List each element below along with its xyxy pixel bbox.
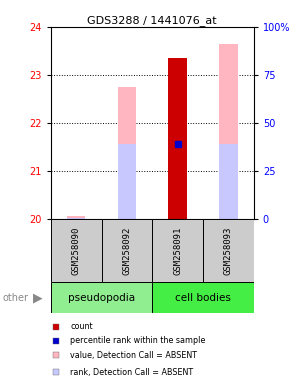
Text: pseudopodia: pseudopodia bbox=[68, 293, 135, 303]
Bar bbox=[51, 219, 102, 282]
Bar bbox=[219, 44, 238, 219]
Bar bbox=[203, 219, 254, 282]
Bar bbox=[152, 282, 254, 313]
Text: other: other bbox=[3, 293, 29, 303]
Text: GSM258092: GSM258092 bbox=[122, 227, 131, 275]
Text: count: count bbox=[70, 322, 93, 331]
Bar bbox=[102, 219, 152, 282]
Text: rank, Detection Call = ABSENT: rank, Detection Call = ABSENT bbox=[70, 368, 194, 377]
Text: value, Detection Call = ABSENT: value, Detection Call = ABSENT bbox=[70, 351, 197, 360]
Bar bbox=[67, 217, 85, 219]
Title: GDS3288 / 1441076_at: GDS3288 / 1441076_at bbox=[88, 15, 217, 26]
Bar bbox=[67, 218, 85, 219]
Bar bbox=[219, 144, 238, 219]
Text: percentile rank within the sample: percentile rank within the sample bbox=[70, 336, 206, 346]
Bar bbox=[152, 219, 203, 282]
Text: ▶: ▶ bbox=[33, 291, 43, 304]
Bar bbox=[168, 58, 187, 219]
Text: GSM258091: GSM258091 bbox=[173, 227, 182, 275]
Text: cell bodies: cell bodies bbox=[175, 293, 231, 303]
Text: GSM258093: GSM258093 bbox=[224, 227, 233, 275]
Bar bbox=[118, 144, 136, 219]
Bar bbox=[51, 282, 152, 313]
Bar bbox=[118, 87, 136, 219]
Text: GSM258090: GSM258090 bbox=[72, 227, 81, 275]
